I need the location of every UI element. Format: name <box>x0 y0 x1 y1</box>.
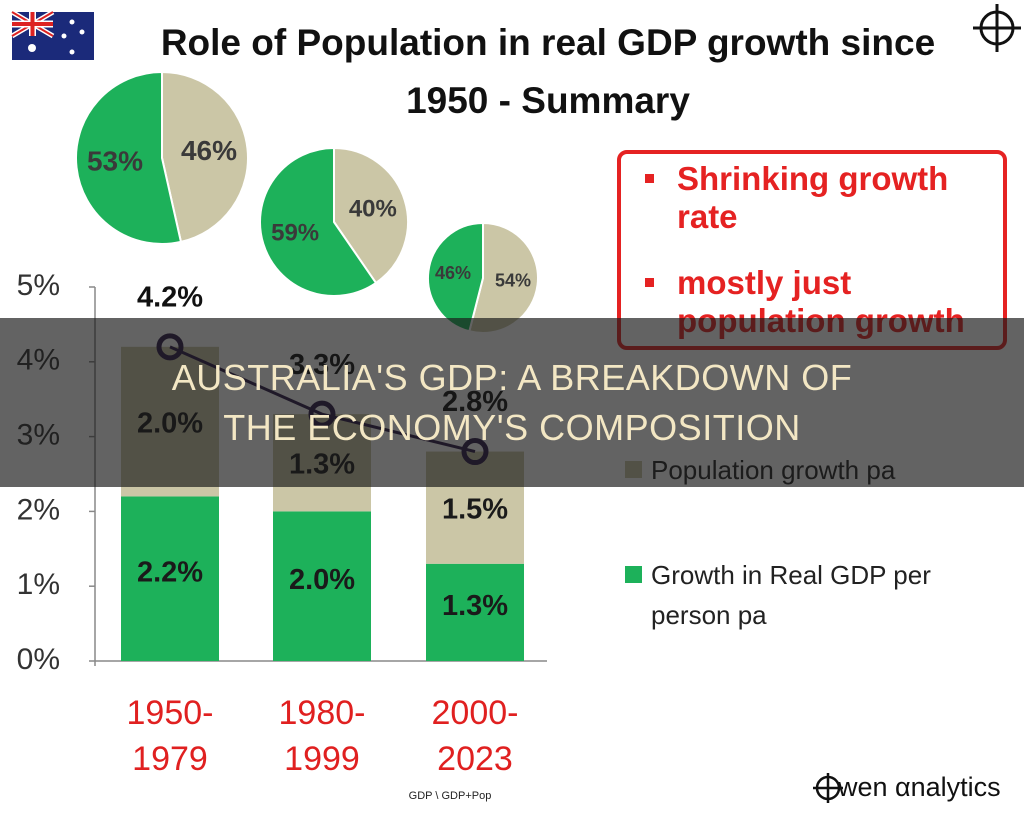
data-label: 2.2% <box>137 556 203 588</box>
pie-label: 46% <box>435 263 471 283</box>
pie-slice <box>333 146 409 285</box>
pie-label: 46% <box>181 135 237 166</box>
bar-segment <box>426 563 524 661</box>
logo-text: wen αnalytics <box>838 772 1001 802</box>
data-label: 1.3% <box>442 590 508 622</box>
x-tick-label: 1950- 1979 <box>126 694 214 778</box>
pie-slice <box>161 70 249 244</box>
footnote: GDP \ GDP+Pop <box>408 790 492 802</box>
crosshair-icon <box>973 4 1021 52</box>
y-tick-label: 0% <box>17 643 60 676</box>
chart-title: Role of Population in real GDP growth si… <box>160 22 936 121</box>
pie-label: 54% <box>495 271 531 291</box>
callout-item: Shrinking growth rate <box>629 160 995 236</box>
pie-slice <box>259 146 378 297</box>
data-label: 2.0% <box>289 564 355 596</box>
data-label: 1.5% <box>442 493 508 525</box>
banner-text: AUSTRALIA'S GDP: A BREAKDOWN OF THE ECON… <box>171 356 853 448</box>
flag <box>10 9 94 60</box>
pie-slice <box>75 70 183 245</box>
pie-label: 40% <box>349 195 397 222</box>
bar-segment <box>273 511 371 661</box>
y-tick-label: 1% <box>17 568 60 601</box>
legend-label: Growth in Real GDP per person pa <box>651 560 931 630</box>
legend-swatch <box>625 566 642 583</box>
pie-label: 59% <box>271 219 319 246</box>
bar-segment <box>121 496 219 661</box>
banner: AUSTRALIA'S GDP: A BREAKDOWN OF THE ECON… <box>0 318 1024 487</box>
x-tick-label: 2000- 2023 <box>431 694 519 778</box>
x-tick-label: 1980- 1999 <box>278 694 366 778</box>
total-label: 4.2% <box>137 281 203 313</box>
pie-label: 53% <box>87 146 143 177</box>
y-tick-label: 5% <box>17 269 60 302</box>
y-tick-label: 2% <box>17 493 60 526</box>
logo-icon <box>813 773 843 803</box>
